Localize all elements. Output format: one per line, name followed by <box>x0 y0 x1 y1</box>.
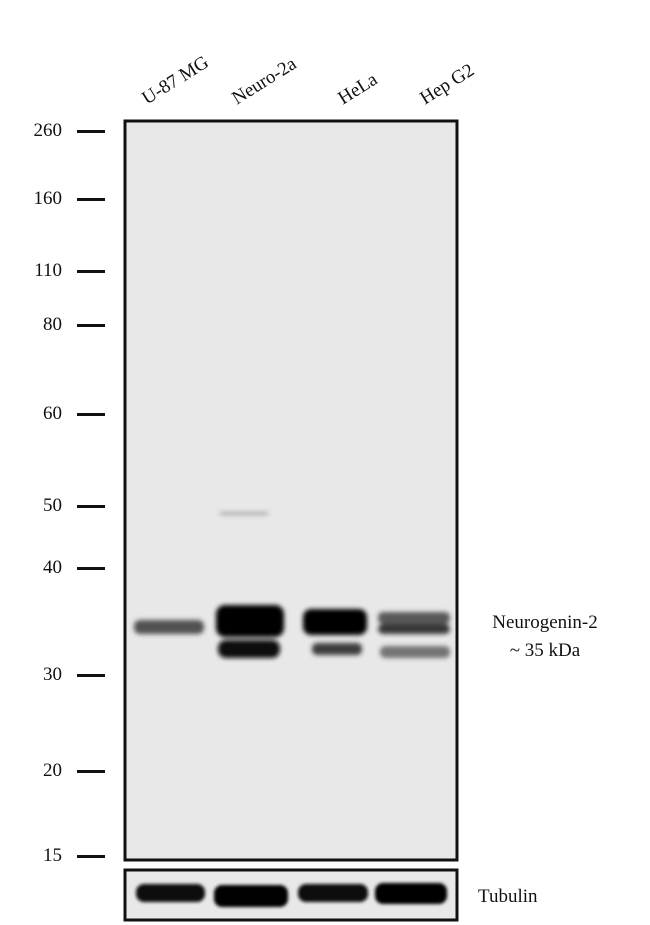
band-hepg2-36 <box>378 612 450 624</box>
band-tubulin-u87mg <box>136 884 205 902</box>
band-neuro2a-32 <box>218 640 280 658</box>
target-label: Neurogenin-2 ~ 35 kDa <box>470 612 620 662</box>
tubulin-blot-panel <box>123 868 459 922</box>
marker-tick-260 <box>77 130 105 133</box>
band-tubulin-hepg2 <box>375 883 447 904</box>
marker-label-110: 110 <box>34 260 62 281</box>
marker-label-80: 80 <box>43 314 62 335</box>
band-neuro2a-35 <box>216 605 284 637</box>
marker-label-40: 40 <box>43 557 62 578</box>
marker-label-160: 160 <box>33 188 63 209</box>
band-tubulin-neuro2a <box>214 885 288 907</box>
band-u87mg-35 <box>134 620 204 634</box>
target-size: ~ 35 kDa <box>509 640 581 661</box>
target-name: Neurogenin-2 <box>492 612 598 633</box>
marker-tick-80 <box>77 324 105 327</box>
band-hepg2-34 <box>378 624 450 634</box>
marker-label-260: 260 <box>33 120 63 141</box>
band-hela-32 <box>312 643 362 655</box>
main-blot-panel <box>123 119 459 862</box>
marker-tick-40 <box>77 567 105 570</box>
marker-label-50: 50 <box>43 495 62 516</box>
marker-tick-15 <box>77 855 105 858</box>
marker-tick-110 <box>77 270 105 273</box>
marker-tick-30 <box>77 674 105 677</box>
marker-label-30: 30 <box>43 664 62 685</box>
marker-tick-160 <box>77 198 105 201</box>
band-hela-35 <box>303 609 367 635</box>
band-hepg2-32 <box>380 646 450 658</box>
marker-tick-20 <box>77 770 105 773</box>
marker-label-15: 15 <box>43 845 62 866</box>
marker-tick-50 <box>77 505 105 508</box>
band-neuro2a-50-faint <box>220 512 268 515</box>
loading-control-label: Tubulin <box>478 886 538 907</box>
marker-tick-60 <box>77 413 105 416</box>
marker-label-20: 20 <box>43 760 62 781</box>
marker-label-60: 60 <box>43 403 62 424</box>
band-tubulin-hela <box>298 884 368 902</box>
